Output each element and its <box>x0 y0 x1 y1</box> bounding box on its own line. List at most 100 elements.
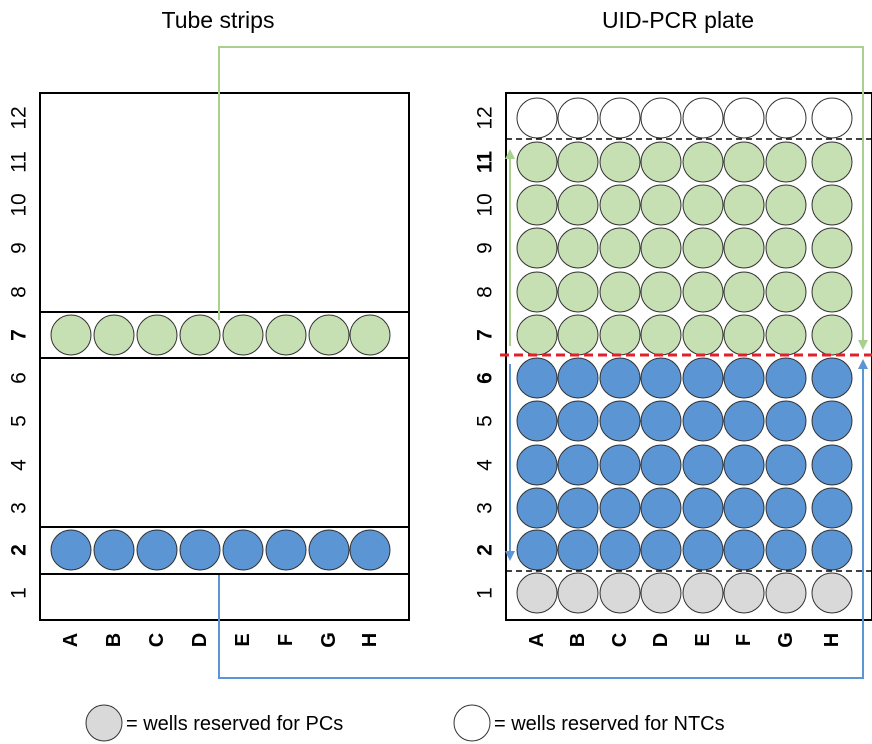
tube-well-e2 <box>222 529 264 571</box>
plate-well-c5 <box>599 400 641 442</box>
plate-well-c6 <box>599 357 641 399</box>
plate-well-e10 <box>682 184 724 226</box>
plate-well-g4 <box>765 444 807 486</box>
plate-well-f6 <box>723 357 765 399</box>
plate-row-label-12: 12 <box>474 106 497 129</box>
plate-well-h11 <box>811 141 853 183</box>
plate-well-a8 <box>516 271 558 313</box>
tube-strip-col-label-g: G <box>318 632 340 648</box>
plate-well-a9 <box>516 227 558 269</box>
plate-well-d7 <box>640 314 682 356</box>
plate-row-label-2: 2 <box>474 544 497 556</box>
plate-col-label-f: F <box>733 634 755 646</box>
legend-ntc-well-icon <box>453 704 491 742</box>
plate-well-f3 <box>723 487 765 529</box>
plate-well-c4 <box>599 444 641 486</box>
plate-row-label-3: 3 <box>474 502 497 514</box>
plate-well-b3 <box>557 487 599 529</box>
tube-strip-col-label-d: D <box>189 633 211 647</box>
plate-well-a7 <box>516 314 558 356</box>
tube-well-a7 <box>50 314 92 356</box>
tube-strip-row-label-7: 7 <box>8 329 31 341</box>
plate-well-a4 <box>516 444 558 486</box>
plate-well-d1 <box>640 572 682 614</box>
plate-well-c10 <box>599 184 641 226</box>
plate-well-h2 <box>811 529 853 571</box>
plate-well-c9 <box>599 227 641 269</box>
plate-well-d3 <box>640 487 682 529</box>
green-transfer-connector <box>218 46 868 350</box>
plate-col-label-d: D <box>650 633 672 647</box>
plate-well-a10 <box>516 184 558 226</box>
tube-well-d7 <box>179 314 221 356</box>
plate-well-h9 <box>811 227 853 269</box>
tube-well-g7 <box>308 314 350 356</box>
plate-well-h8 <box>811 271 853 313</box>
tube-strip-row-label-5: 5 <box>8 415 31 427</box>
tube-well-b7 <box>93 314 135 356</box>
tube-well-b2 <box>93 529 135 571</box>
plate-well-g12 <box>765 97 807 139</box>
plate-row-label-1: 1 <box>474 587 497 599</box>
plate-well-a2 <box>516 529 558 571</box>
tube-well-h7 <box>349 314 391 356</box>
legend-pc-label: = wells reserved for PCs <box>126 713 343 735</box>
plate-well-c8 <box>599 271 641 313</box>
tube-strip-row-label-11: 11 <box>8 151 31 173</box>
plate-col-label-c: C <box>609 633 631 647</box>
plate-well-h6 <box>811 357 853 399</box>
plate-well-g11 <box>765 141 807 183</box>
plate-well-h5 <box>811 400 853 442</box>
plate-well-c11 <box>599 141 641 183</box>
tube-strip-row-label-8: 8 <box>8 286 31 298</box>
tube-strip-row-label-3: 3 <box>8 502 31 514</box>
plate-well-d12 <box>640 97 682 139</box>
plate-well-g6 <box>765 357 807 399</box>
plate-well-g5 <box>765 400 807 442</box>
plate-well-e5 <box>682 400 724 442</box>
plate-well-g2 <box>765 529 807 571</box>
tube-strip-col-label-e: E <box>232 633 254 646</box>
plate-well-e2 <box>682 529 724 571</box>
tube-strip-row-label-2: 2 <box>8 544 31 556</box>
tube-strip-row-label-12: 12 <box>8 106 31 129</box>
plate-well-f11 <box>723 141 765 183</box>
plate-well-b6 <box>557 357 599 399</box>
plate-well-d8 <box>640 271 682 313</box>
plate-well-g9 <box>765 227 807 269</box>
plate-well-b11 <box>557 141 599 183</box>
blue-transfer-connector <box>218 359 868 679</box>
plate-row-label-8: 8 <box>474 286 497 298</box>
tube-strips-frame <box>39 92 410 621</box>
plate-well-e3 <box>682 487 724 529</box>
tube-strip-row-label-9: 9 <box>8 242 31 254</box>
plate-well-b9 <box>557 227 599 269</box>
plate-well-f2 <box>723 529 765 571</box>
tube-well-c2 <box>136 529 178 571</box>
plate-well-f10 <box>723 184 765 226</box>
plate-well-c12 <box>599 97 641 139</box>
plate-row-label-7: 7 <box>474 329 497 341</box>
plate-well-a6 <box>516 357 558 399</box>
plate-well-d2 <box>640 529 682 571</box>
plate-well-b12 <box>557 97 599 139</box>
tube-well-h2 <box>349 529 391 571</box>
plate-well-b1 <box>557 572 599 614</box>
plate-well-e7 <box>682 314 724 356</box>
plate-well-e1 <box>682 572 724 614</box>
plate-well-e6 <box>682 357 724 399</box>
plate-col-label-g: G <box>775 632 797 648</box>
plate-well-a11 <box>516 141 558 183</box>
plate-well-f8 <box>723 271 765 313</box>
plate-well-d5 <box>640 400 682 442</box>
legend-pc-well-icon <box>85 704 123 742</box>
plate-well-h4 <box>811 444 853 486</box>
tube-well-e7 <box>222 314 264 356</box>
plate-well-f7 <box>723 314 765 356</box>
plate-well-b5 <box>557 400 599 442</box>
plate-well-d4 <box>640 444 682 486</box>
tube-strip-col-label-c: C <box>146 633 168 647</box>
plate-well-f1 <box>723 572 765 614</box>
